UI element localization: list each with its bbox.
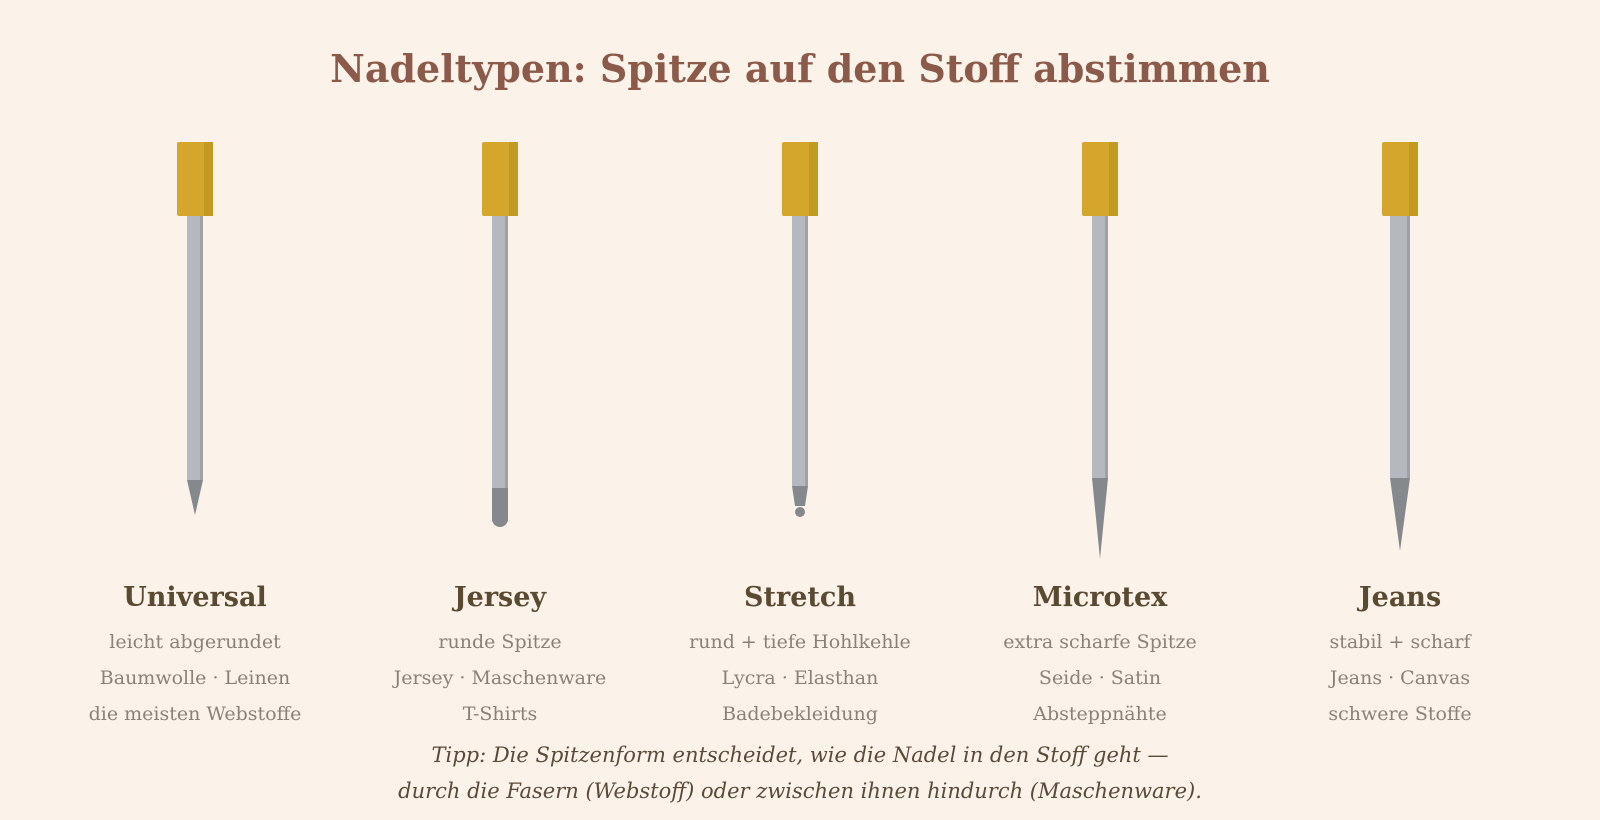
needle-description: stabil + scharf	[1329, 631, 1472, 653]
needle-description: rund + tiefe Hohlkehle	[689, 631, 911, 653]
needle-description: Seide · Satin	[1039, 667, 1161, 689]
needle-description: Absteppnähte	[1032, 703, 1167, 725]
tip-line: durch die Fasern (Webstoff) oder zwische…	[398, 779, 1202, 803]
needle-description: Jeans · Canvas	[1328, 667, 1470, 689]
needle-microtex	[1082, 142, 1118, 559]
needle-description: runde Spitze	[438, 631, 561, 653]
needle-description: Badebekleidung	[722, 703, 878, 725]
needle-name: Microtex	[1033, 582, 1168, 613]
needle-description: T-Shirts	[463, 703, 537, 725]
needle-description: Lycra · Elasthan	[722, 667, 879, 689]
needle-jersey	[482, 142, 518, 527]
needle-labels: Universal leicht abgerundet Baumwolle · Le…	[89, 582, 1473, 725]
needle-description: extra scharfe Spitze	[1003, 631, 1197, 653]
needle-name: Jersey	[452, 582, 548, 613]
needle-name: Jeans	[1357, 582, 1441, 613]
needle-description: leicht abgerundet	[109, 631, 281, 653]
needle-stretch	[782, 142, 818, 517]
needle-description: schwere Stoffe	[1328, 703, 1471, 725]
needle-jeans	[1382, 142, 1418, 551]
needle-name: Stretch	[744, 582, 856, 613]
needle-description: Jersey · Maschenware	[392, 667, 607, 689]
tip-line: Tipp: Die Spitzenform entscheidet, wie d…	[431, 743, 1168, 767]
needle-description: Baumwolle · Leinen	[100, 667, 290, 689]
needle-name: Universal	[123, 582, 266, 613]
needle-description: die meisten Webstoffe	[89, 703, 302, 725]
needle-universal	[177, 142, 213, 515]
title: Nadeltypen: Spitze auf den Stoff abstimm…	[330, 46, 1270, 91]
